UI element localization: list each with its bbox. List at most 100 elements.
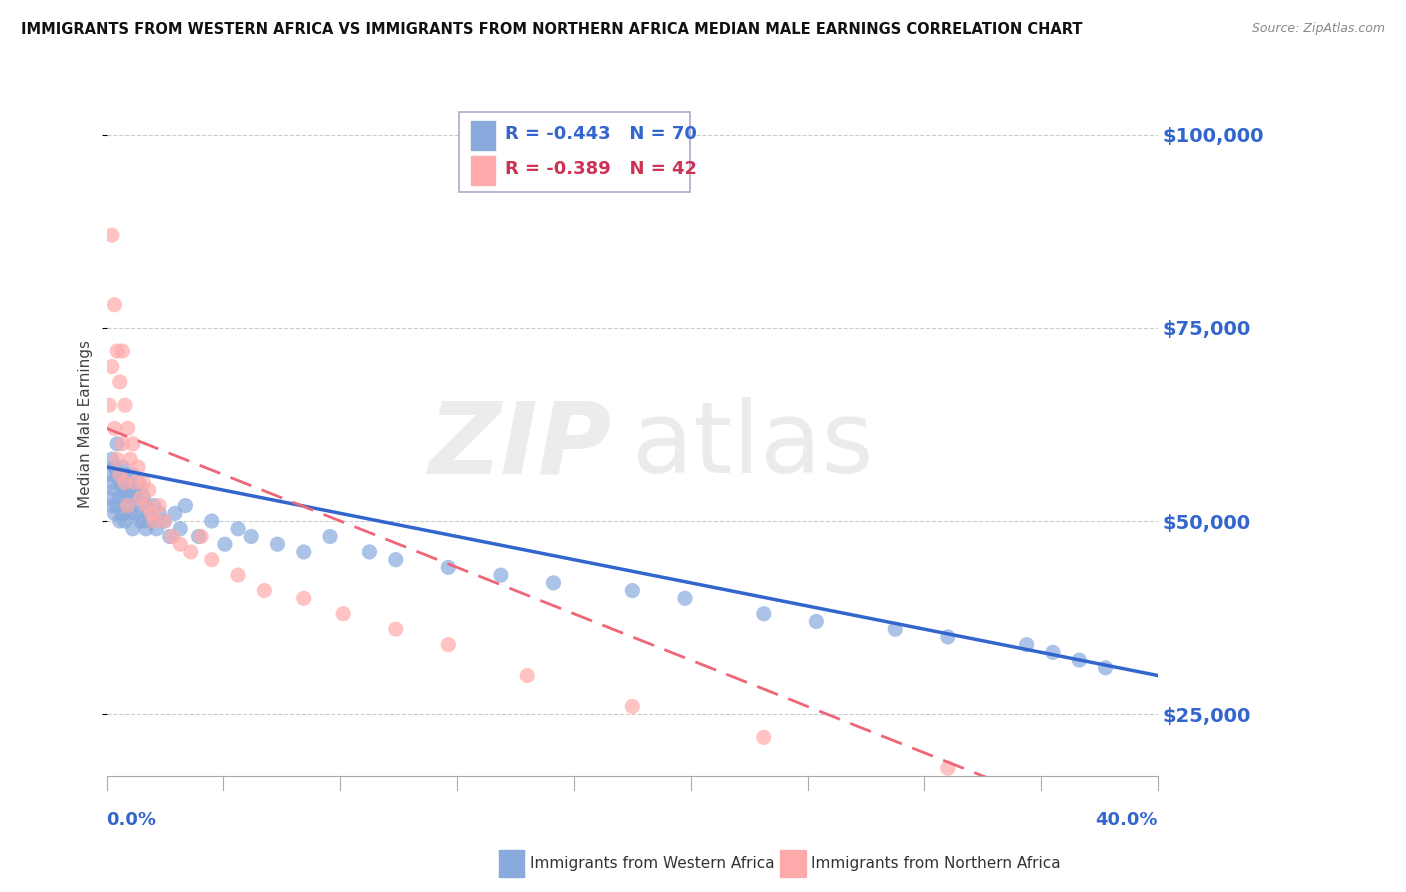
Point <box>132 475 155 490</box>
Point <box>132 491 155 505</box>
Point <box>135 522 157 536</box>
Point <box>120 483 142 497</box>
Point <box>122 437 145 451</box>
Point <box>266 537 288 551</box>
Point <box>174 499 197 513</box>
Point <box>108 467 131 482</box>
Point <box>162 529 184 543</box>
Point <box>437 638 460 652</box>
Point <box>101 228 124 243</box>
Point <box>122 491 145 505</box>
Point <box>159 529 181 543</box>
Point <box>103 460 125 475</box>
Point <box>138 506 160 520</box>
Point <box>1069 653 1091 667</box>
Point <box>226 522 249 536</box>
Text: Immigrants from Northern Africa: Immigrants from Northern Africa <box>811 856 1062 871</box>
Point <box>319 529 342 543</box>
Text: R = -0.389   N = 42: R = -0.389 N = 42 <box>505 161 697 178</box>
Point <box>127 460 149 475</box>
Point <box>226 568 249 582</box>
Point <box>111 506 134 520</box>
Text: 40.0%: 40.0% <box>1095 811 1159 829</box>
Point <box>105 437 128 451</box>
Point <box>169 537 191 551</box>
Point <box>752 607 775 621</box>
Point <box>124 483 146 497</box>
Point <box>111 483 134 497</box>
Point <box>138 483 160 497</box>
Text: ZIP: ZIP <box>429 397 612 494</box>
FancyBboxPatch shape <box>458 112 690 193</box>
Point <box>117 475 139 490</box>
Point <box>673 591 696 606</box>
Point <box>148 506 170 520</box>
Point <box>936 630 959 644</box>
Point <box>153 514 176 528</box>
Point <box>127 499 149 513</box>
Point <box>135 499 157 513</box>
Text: IMMIGRANTS FROM WESTERN AFRICA VS IMMIGRANTS FROM NORTHERN AFRICA MEDIAN MALE EA: IMMIGRANTS FROM WESTERN AFRICA VS IMMIGR… <box>21 22 1083 37</box>
Point <box>117 421 139 435</box>
Point <box>122 467 145 482</box>
Point <box>98 467 121 482</box>
Point <box>105 344 128 359</box>
Point <box>114 491 136 505</box>
Point <box>187 529 209 543</box>
Point <box>153 514 176 528</box>
Point <box>101 452 124 467</box>
Point <box>384 622 406 636</box>
Point <box>108 375 131 389</box>
Point <box>111 460 134 475</box>
Text: Immigrants from Western Africa: Immigrants from Western Africa <box>530 856 775 871</box>
Point <box>103 483 125 497</box>
Point <box>489 568 512 582</box>
Point <box>132 514 155 528</box>
Point <box>129 483 152 497</box>
Point <box>141 514 163 528</box>
Point <box>120 506 142 520</box>
Point <box>936 761 959 775</box>
Point <box>384 552 406 566</box>
Point <box>103 298 125 312</box>
Y-axis label: Median Male Earnings: Median Male Earnings <box>79 341 93 508</box>
Point <box>621 699 644 714</box>
Point <box>806 615 828 629</box>
Point <box>108 514 131 528</box>
Point <box>111 344 134 359</box>
Point <box>114 398 136 412</box>
Point <box>752 731 775 745</box>
Bar <box>471 120 495 151</box>
Point <box>122 522 145 536</box>
Point <box>114 514 136 528</box>
Point <box>101 359 124 374</box>
Point <box>516 668 538 682</box>
Point <box>201 514 224 528</box>
Point <box>117 499 139 513</box>
Point <box>190 529 212 543</box>
Point <box>142 514 165 528</box>
Point <box>214 537 236 551</box>
Point <box>105 452 128 467</box>
Point <box>884 622 907 636</box>
Point <box>108 491 131 505</box>
Point <box>201 552 224 566</box>
Text: R = -0.443   N = 70: R = -0.443 N = 70 <box>505 125 697 143</box>
Bar <box>471 156 495 186</box>
Point <box>169 522 191 536</box>
Point <box>114 475 136 490</box>
Point <box>124 475 146 490</box>
Point <box>98 398 121 412</box>
Point <box>163 506 186 520</box>
Point <box>135 499 157 513</box>
Point <box>543 575 565 590</box>
Point <box>1094 661 1116 675</box>
Point <box>105 467 128 482</box>
Point <box>359 545 381 559</box>
Point <box>124 506 146 520</box>
Point <box>117 499 139 513</box>
Point <box>103 506 125 520</box>
Point <box>621 583 644 598</box>
Point <box>103 421 125 435</box>
Point <box>240 529 263 543</box>
